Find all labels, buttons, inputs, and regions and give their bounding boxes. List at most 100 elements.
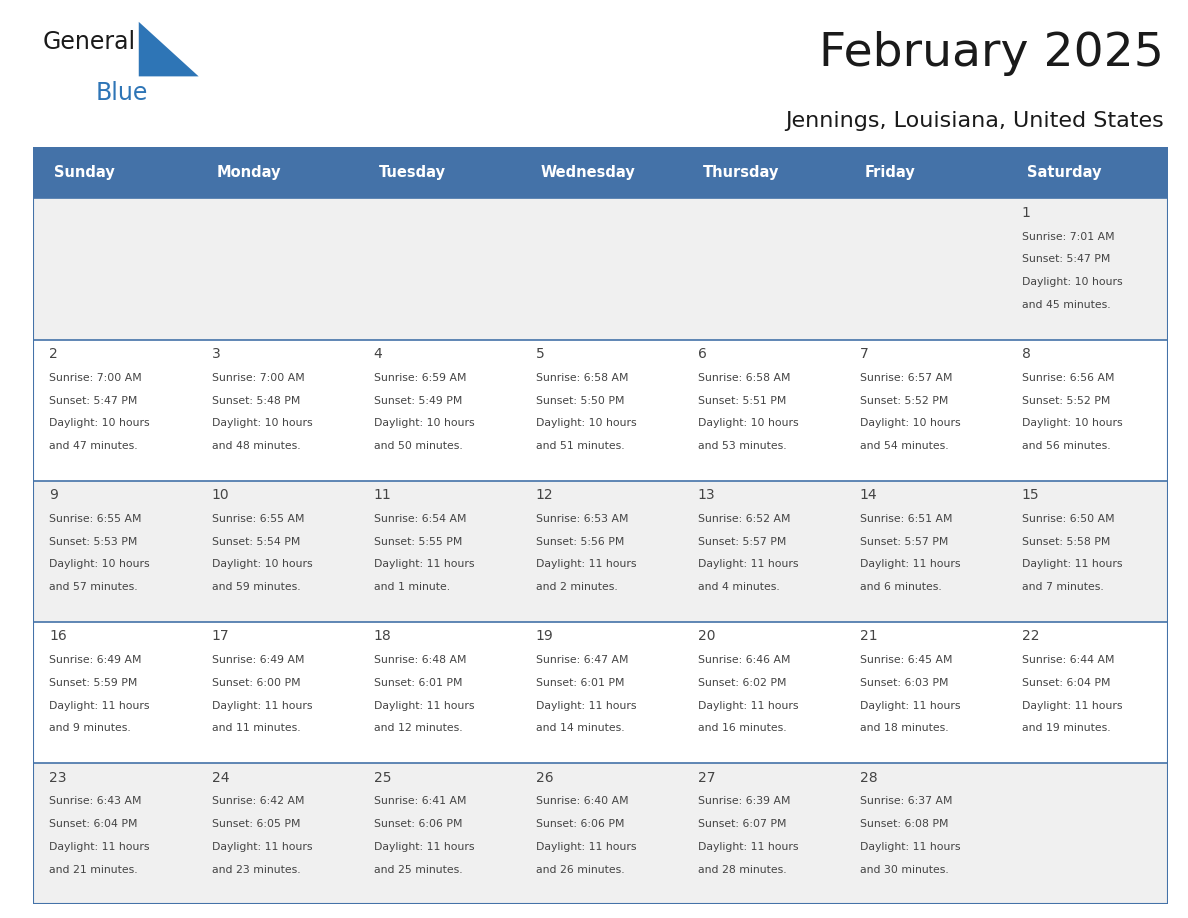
Text: 15: 15 bbox=[1022, 488, 1040, 502]
Text: Sunset: 6:07 PM: Sunset: 6:07 PM bbox=[697, 819, 786, 829]
Text: Daylight: 11 hours: Daylight: 11 hours bbox=[536, 842, 637, 852]
Text: Sunrise: 6:59 AM: Sunrise: 6:59 AM bbox=[374, 373, 466, 383]
Text: Saturday: Saturday bbox=[1026, 165, 1101, 180]
Text: Sunset: 5:57 PM: Sunset: 5:57 PM bbox=[860, 537, 948, 547]
Text: Sunset: 5:54 PM: Sunset: 5:54 PM bbox=[211, 537, 299, 547]
Text: Sunrise: 7:00 AM: Sunrise: 7:00 AM bbox=[211, 373, 304, 383]
Text: 3: 3 bbox=[211, 347, 220, 361]
Text: Sunrise: 6:39 AM: Sunrise: 6:39 AM bbox=[697, 797, 790, 806]
Text: 14: 14 bbox=[860, 488, 878, 502]
Text: Sunset: 6:06 PM: Sunset: 6:06 PM bbox=[374, 819, 462, 829]
Text: Sunset: 6:04 PM: Sunset: 6:04 PM bbox=[1022, 677, 1111, 688]
Text: and 48 minutes.: and 48 minutes. bbox=[211, 441, 301, 451]
Text: and 6 minutes.: and 6 minutes. bbox=[860, 582, 942, 592]
Text: and 2 minutes.: and 2 minutes. bbox=[536, 582, 618, 592]
Text: Daylight: 11 hours: Daylight: 11 hours bbox=[697, 842, 798, 852]
Text: 27: 27 bbox=[697, 770, 715, 785]
Text: Daylight: 11 hours: Daylight: 11 hours bbox=[374, 559, 474, 569]
Text: Sunrise: 6:58 AM: Sunrise: 6:58 AM bbox=[697, 373, 790, 383]
Text: 12: 12 bbox=[536, 488, 554, 502]
Text: 16: 16 bbox=[50, 630, 68, 644]
Text: Thursday: Thursday bbox=[702, 165, 779, 180]
Text: Blue: Blue bbox=[96, 81, 148, 105]
Text: Daylight: 11 hours: Daylight: 11 hours bbox=[1022, 700, 1123, 711]
Text: Daylight: 11 hours: Daylight: 11 hours bbox=[374, 842, 474, 852]
Text: Daylight: 10 hours: Daylight: 10 hours bbox=[50, 419, 150, 429]
Text: Daylight: 10 hours: Daylight: 10 hours bbox=[860, 419, 960, 429]
Text: General: General bbox=[43, 30, 135, 54]
Text: Wednesday: Wednesday bbox=[541, 165, 636, 180]
Text: Tuesday: Tuesday bbox=[379, 165, 446, 180]
Text: Sunday: Sunday bbox=[55, 165, 115, 180]
Text: Daylight: 11 hours: Daylight: 11 hours bbox=[374, 700, 474, 711]
Text: Monday: Monday bbox=[216, 165, 280, 180]
Text: and 50 minutes.: and 50 minutes. bbox=[374, 441, 462, 451]
Text: Sunset: 6:02 PM: Sunset: 6:02 PM bbox=[697, 677, 786, 688]
Text: and 4 minutes.: and 4 minutes. bbox=[697, 582, 779, 592]
Text: 22: 22 bbox=[1022, 630, 1040, 644]
Text: Daylight: 11 hours: Daylight: 11 hours bbox=[536, 559, 637, 569]
Text: 7: 7 bbox=[860, 347, 868, 361]
Text: Sunrise: 6:41 AM: Sunrise: 6:41 AM bbox=[374, 797, 466, 806]
Text: Daylight: 10 hours: Daylight: 10 hours bbox=[1022, 419, 1123, 429]
Text: 21: 21 bbox=[860, 630, 878, 644]
Text: Sunrise: 6:47 AM: Sunrise: 6:47 AM bbox=[536, 655, 628, 666]
Text: and 12 minutes.: and 12 minutes. bbox=[374, 723, 462, 733]
Text: 6: 6 bbox=[697, 347, 707, 361]
Text: and 57 minutes.: and 57 minutes. bbox=[50, 582, 138, 592]
Text: Daylight: 10 hours: Daylight: 10 hours bbox=[374, 419, 474, 429]
Text: Sunrise: 6:54 AM: Sunrise: 6:54 AM bbox=[374, 514, 466, 524]
Text: Sunrise: 6:42 AM: Sunrise: 6:42 AM bbox=[211, 797, 304, 806]
Text: Sunrise: 7:00 AM: Sunrise: 7:00 AM bbox=[50, 373, 143, 383]
Bar bbox=[33, 481, 1168, 621]
Text: Daylight: 11 hours: Daylight: 11 hours bbox=[697, 559, 798, 569]
Text: 13: 13 bbox=[697, 488, 715, 502]
Text: Sunrise: 6:37 AM: Sunrise: 6:37 AM bbox=[860, 797, 953, 806]
Text: Sunrise: 6:56 AM: Sunrise: 6:56 AM bbox=[1022, 373, 1114, 383]
Text: and 54 minutes.: and 54 minutes. bbox=[860, 441, 948, 451]
Text: Sunrise: 6:55 AM: Sunrise: 6:55 AM bbox=[211, 514, 304, 524]
Text: Sunset: 5:52 PM: Sunset: 5:52 PM bbox=[1022, 396, 1111, 406]
Text: 11: 11 bbox=[374, 488, 391, 502]
Text: Sunrise: 7:01 AM: Sunrise: 7:01 AM bbox=[1022, 231, 1114, 241]
Text: 9: 9 bbox=[50, 488, 58, 502]
Text: 8: 8 bbox=[1022, 347, 1031, 361]
Text: February 2025: February 2025 bbox=[820, 31, 1164, 76]
Text: Daylight: 11 hours: Daylight: 11 hours bbox=[860, 700, 960, 711]
Text: Daylight: 11 hours: Daylight: 11 hours bbox=[1022, 559, 1123, 569]
Text: Sunset: 5:55 PM: Sunset: 5:55 PM bbox=[374, 537, 462, 547]
Text: Sunrise: 6:44 AM: Sunrise: 6:44 AM bbox=[1022, 655, 1114, 666]
Text: Sunset: 5:52 PM: Sunset: 5:52 PM bbox=[860, 396, 948, 406]
Text: Sunrise: 6:53 AM: Sunrise: 6:53 AM bbox=[536, 514, 628, 524]
Text: and 28 minutes.: and 28 minutes. bbox=[697, 865, 786, 875]
Text: Sunrise: 6:45 AM: Sunrise: 6:45 AM bbox=[860, 655, 953, 666]
Text: and 45 minutes.: and 45 minutes. bbox=[1022, 300, 1111, 310]
Text: Sunset: 5:56 PM: Sunset: 5:56 PM bbox=[536, 537, 624, 547]
Text: 19: 19 bbox=[536, 630, 554, 644]
Bar bbox=[33, 147, 1168, 198]
Text: Daylight: 11 hours: Daylight: 11 hours bbox=[536, 700, 637, 711]
Text: Sunset: 5:47 PM: Sunset: 5:47 PM bbox=[50, 396, 138, 406]
Text: Daylight: 11 hours: Daylight: 11 hours bbox=[860, 842, 960, 852]
Text: Sunset: 6:00 PM: Sunset: 6:00 PM bbox=[211, 677, 301, 688]
Text: and 30 minutes.: and 30 minutes. bbox=[860, 865, 948, 875]
Text: Sunset: 5:51 PM: Sunset: 5:51 PM bbox=[697, 396, 786, 406]
Text: Sunset: 5:53 PM: Sunset: 5:53 PM bbox=[50, 537, 138, 547]
Text: 5: 5 bbox=[536, 347, 544, 361]
Text: Daylight: 10 hours: Daylight: 10 hours bbox=[211, 559, 312, 569]
Text: 23: 23 bbox=[50, 770, 67, 785]
Text: Sunrise: 6:43 AM: Sunrise: 6:43 AM bbox=[50, 797, 143, 806]
Text: Sunset: 6:08 PM: Sunset: 6:08 PM bbox=[860, 819, 948, 829]
Text: Daylight: 11 hours: Daylight: 11 hours bbox=[50, 700, 150, 711]
Text: and 14 minutes.: and 14 minutes. bbox=[536, 723, 625, 733]
Text: 24: 24 bbox=[211, 770, 229, 785]
Text: Daylight: 10 hours: Daylight: 10 hours bbox=[1022, 277, 1123, 287]
Text: Sunset: 6:01 PM: Sunset: 6:01 PM bbox=[536, 677, 624, 688]
Text: 18: 18 bbox=[374, 630, 391, 644]
Text: and 18 minutes.: and 18 minutes. bbox=[860, 723, 948, 733]
Text: Sunrise: 6:55 AM: Sunrise: 6:55 AM bbox=[50, 514, 143, 524]
Text: and 1 minute.: and 1 minute. bbox=[374, 582, 450, 592]
Text: Sunrise: 6:52 AM: Sunrise: 6:52 AM bbox=[697, 514, 790, 524]
Text: Sunset: 5:49 PM: Sunset: 5:49 PM bbox=[374, 396, 462, 406]
Text: and 25 minutes.: and 25 minutes. bbox=[374, 865, 462, 875]
